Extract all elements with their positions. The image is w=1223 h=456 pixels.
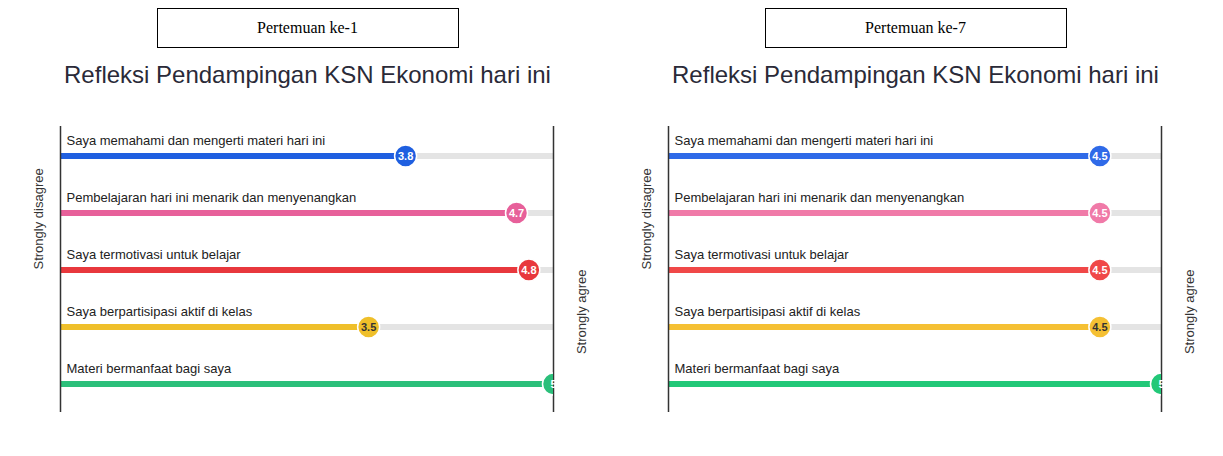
svg-text:Strongly agree: Strongly agree bbox=[574, 270, 589, 355]
svg-text:5: 5 bbox=[550, 378, 556, 390]
svg-text:Saya berpartisipasi aktif di k: Saya berpartisipasi aktif di kelas bbox=[67, 304, 253, 319]
svg-text:4.5: 4.5 bbox=[1092, 264, 1107, 276]
svg-text:Strongly disagree: Strongly disagree bbox=[31, 168, 46, 269]
svg-text:Saya termotivasi untuk belajar: Saya termotivasi untuk belajar bbox=[67, 247, 242, 262]
svg-text:Saya memahami dan mengerti mat: Saya memahami dan mengerti materi hari i… bbox=[67, 133, 326, 148]
svg-text:Strongly disagree: Strongly disagree bbox=[639, 168, 654, 269]
svg-text:Saya termotivasi untuk belajar: Saya termotivasi untuk belajar bbox=[675, 247, 850, 262]
svg-text:4.5: 4.5 bbox=[1092, 150, 1107, 162]
html-text:Refleksi Pendampingan KSN Ekon: Refleksi Pendampingan KSN Ekonomi hari i… bbox=[64, 61, 551, 88]
svg-text:5: 5 bbox=[1158, 378, 1164, 390]
svg-text:4.5: 4.5 bbox=[1092, 321, 1107, 333]
svg-text:4.8: 4.8 bbox=[521, 264, 536, 276]
svg-text:Saya berpartisipasi aktif di k: Saya berpartisipasi aktif di kelas bbox=[675, 304, 861, 319]
html-text:Pertemuan ke-1: Pertemuan ke-1 bbox=[257, 19, 358, 36]
svg-text:Strongly agree: Strongly agree bbox=[1182, 270, 1197, 355]
html-text:Refleksi Pendampingan KSN Ekon: Refleksi Pendampingan KSN Ekonomi hari i… bbox=[672, 61, 1159, 88]
html-text:Pertemuan ke-7: Pertemuan ke-7 bbox=[865, 19, 966, 36]
svg-text:4.5: 4.5 bbox=[1092, 207, 1107, 219]
svg-text:3.8: 3.8 bbox=[398, 150, 413, 162]
svg-text:3.5: 3.5 bbox=[361, 321, 376, 333]
svg-text:Pembelajaran hari ini menarik: Pembelajaran hari ini menarik dan menyen… bbox=[675, 190, 965, 205]
svg-text:Materi bermanfaat bagi saya: Materi bermanfaat bagi saya bbox=[67, 361, 233, 376]
svg-text:Saya memahami dan mengerti mat: Saya memahami dan mengerti materi hari i… bbox=[675, 133, 934, 148]
svg-text:4.7: 4.7 bbox=[509, 207, 524, 219]
svg-text:Materi bermanfaat bagi saya: Materi bermanfaat bagi saya bbox=[675, 361, 841, 376]
svg-text:Pembelajaran hari ini menarik: Pembelajaran hari ini menarik dan menyen… bbox=[67, 190, 357, 205]
